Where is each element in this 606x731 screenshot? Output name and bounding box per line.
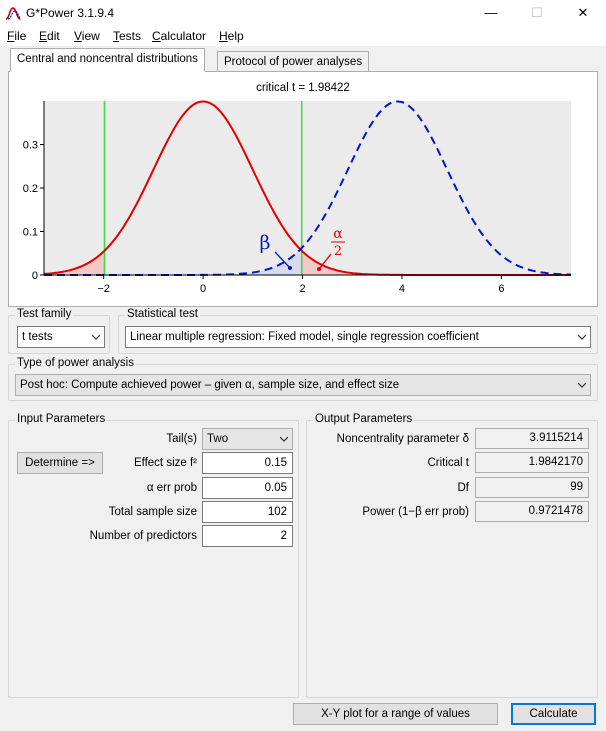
menu-file-mnemonic: F (7, 29, 15, 43)
determine-button[interactable]: Determine => (17, 452, 103, 474)
alpha-pointer-dot (317, 267, 321, 271)
noncentral-distribution-curve (44, 100, 572, 276)
maximize-button[interactable]: ☐ (531, 5, 543, 20)
beta-pointer (274, 251, 291, 269)
noncentrality-value: 3.9115214 (475, 428, 589, 449)
input-parameters-label: Input Parameters (15, 413, 108, 425)
window-title: G*Power 3.1.9.4 (26, 6, 115, 20)
statistical-test-select[interactable]: Linear multiple regression: Fixed model,… (125, 326, 591, 348)
critical-t-value: 1.9842170 (475, 452, 589, 473)
alpha-region-left (44, 250, 105, 275)
x-tick-label: 4 (399, 283, 405, 295)
chevron-down-icon (280, 436, 288, 442)
alpha-err-prob-field[interactable]: 0.05 (202, 477, 293, 499)
power-analysis-select[interactable]: Post hoc: Compute achieved power – given… (15, 374, 591, 396)
menu-help-rest: elp (227, 29, 244, 43)
minimize-button[interactable]: — (484, 5, 498, 20)
chevron-down-icon (578, 334, 586, 340)
tab-strip: Protocol of power analyses Central and n… (8, 48, 598, 72)
title-bar: G*Power 3.1.9.4 — ☐ ✕ (0, 0, 606, 26)
menu-bar: File Edit View Tests Calculator Help (0, 26, 606, 46)
statistical-test-group: Statistical test Linear multiple regress… (118, 308, 598, 354)
alpha-label: α (333, 226, 343, 242)
menu-calculator-rest: alculator (160, 29, 207, 43)
y-tick-label: 0.1 (23, 227, 38, 239)
total-sample-size-field[interactable]: 102 (202, 501, 293, 523)
power-analysis-label: Type of power analysis (15, 357, 136, 369)
test-family-select[interactable]: t tests (17, 326, 105, 348)
test-family-group: Test family t tests (8, 308, 110, 354)
chevron-down-icon (578, 382, 586, 388)
menu-view-rest: iew (81, 29, 100, 43)
x-axis-ticks: −2 0 2 4 6 (97, 275, 504, 295)
menu-edit[interactable]: Edit (39, 29, 60, 43)
menu-tests[interactable]: Tests (113, 29, 141, 43)
number-of-predictors-field[interactable]: 2 (202, 525, 293, 547)
power-label: Power (1−β err prob) (362, 506, 469, 518)
df-label: Df (457, 482, 470, 494)
test-family-label: Test family (15, 308, 74, 320)
tails-select[interactable]: Two (202, 428, 293, 450)
menu-view-mnemonic: V (74, 29, 82, 43)
calculate-button[interactable]: Calculate (511, 703, 596, 725)
x-tick-label: 6 (498, 283, 504, 295)
tab-protocol[interactable]: Protocol of power analyses (217, 51, 370, 72)
menu-edit-mnemonic: E (39, 29, 48, 43)
power-analysis-value: Post hoc: Compute achieved power – given… (20, 379, 400, 391)
beta-region (44, 247, 302, 275)
effect-size-field[interactable]: 0.15 (202, 452, 293, 474)
xy-plot-button[interactable]: X-Y plot for a range of values (293, 703, 498, 725)
statistical-test-label: Statistical test (125, 308, 200, 320)
df-value: 99 (475, 477, 589, 498)
total-sample-size-label: Total sample size (108, 506, 197, 518)
test-family-value: t tests (22, 331, 53, 343)
menu-view[interactable]: View (74, 29, 100, 43)
power-value: 0.9721478 (475, 501, 589, 522)
x-tick-label: 2 (299, 283, 305, 295)
menu-calculator[interactable]: Calculator (152, 29, 206, 43)
y-axis-ticks: 0 0.1 0.2 0.3 (23, 140, 44, 282)
critical-t-output-label: Critical t (427, 457, 469, 469)
gpower-app-icon (5, 7, 21, 20)
power-analysis-group: Type of power analysis Post hoc: Compute… (8, 357, 598, 401)
output-parameters-label: Output Parameters (313, 413, 415, 425)
beta-label: β (260, 232, 271, 254)
menu-tests-mnemonic: T (113, 29, 119, 43)
output-parameters-group: Output Parameters Noncentrality paramete… (306, 413, 598, 698)
menu-help[interactable]: Help (219, 29, 244, 43)
alpha-err-prob-label: α err prob (146, 482, 197, 494)
alpha-pointer (318, 253, 332, 270)
x-tick-label: −2 (97, 283, 110, 295)
menu-file[interactable]: File (7, 29, 26, 43)
tab-distributions[interactable]: Central and noncentral distributions (10, 48, 205, 72)
menu-edit-rest: dit (47, 29, 60, 43)
y-tick-label: 0.3 (23, 140, 38, 152)
input-parameters-group: Input Parameters Tail(s) Two Determine =… (8, 413, 299, 698)
menu-file-rest: ile (14, 29, 27, 43)
alpha-denominator: 2 (334, 244, 342, 259)
effect-size-label: Effect size f² (133, 457, 197, 469)
menu-help-mnemonic: H (219, 29, 228, 43)
x-tick-label: 0 (200, 283, 206, 295)
distribution-plot-panel: −2 0 2 4 6 0 0.1 0.2 0.3 critical t = 1.98422 β… (8, 71, 598, 307)
tails-label: Tail(s) (166, 433, 197, 445)
y-tick-label: 0 (32, 270, 38, 282)
statistical-test-value: Linear multiple regression: Fixed model,… (130, 331, 479, 343)
close-button[interactable]: ✕ (577, 5, 589, 20)
distribution-plot: −2 0 2 4 6 0 0.1 0.2 0.3 critical t = 1.98422 β… (23, 82, 572, 295)
beta-pointer-dot (288, 266, 292, 270)
alpha-region-right (301, 250, 571, 275)
tails-value: Two (207, 433, 229, 445)
y-tick-label: 0.2 (23, 183, 38, 195)
menu-calculator-mnemonic: C (152, 29, 161, 43)
number-of-predictors-label: Number of predictors (89, 530, 197, 542)
chevron-down-icon (92, 334, 100, 340)
noncentrality-label: Noncentrality parameter δ (336, 433, 469, 445)
critical-t-label: critical t = 1.98422 (256, 82, 350, 94)
plot-area-background (44, 101, 571, 275)
menu-tests-rest: ests (119, 29, 142, 43)
